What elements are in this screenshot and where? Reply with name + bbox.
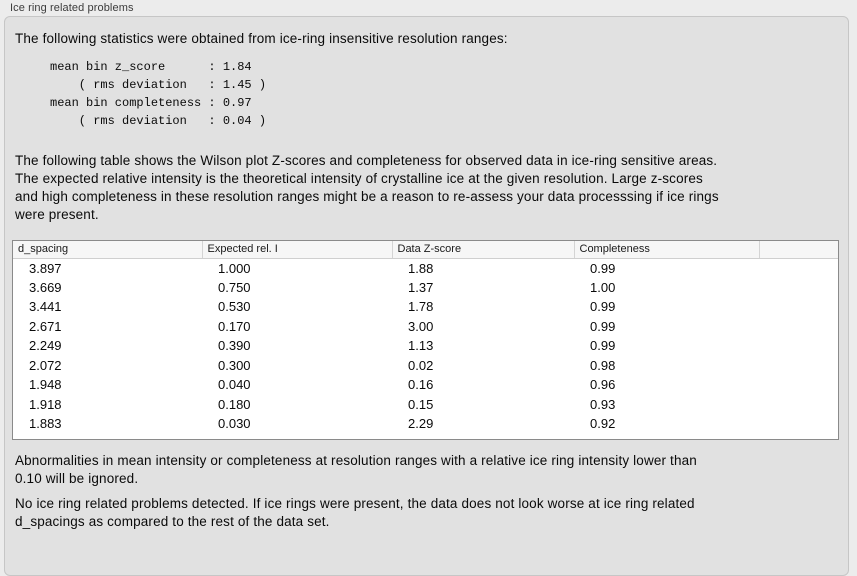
table-cell bbox=[759, 414, 838, 434]
table-row[interactable]: 1.918 0.180 0.15 0.93 bbox=[13, 395, 838, 415]
table-cell: 0.99 bbox=[590, 338, 616, 354]
table-row[interactable]: 2.671 0.170 3.00 0.99 bbox=[13, 317, 838, 337]
table-cell: 0.030 bbox=[218, 416, 251, 432]
table-row[interactable]: 1.948 0.040 0.16 0.96 bbox=[13, 375, 838, 395]
table-cell bbox=[759, 375, 838, 395]
table-cell: 0.99 bbox=[590, 260, 616, 276]
panel-title: Ice ring related problems bbox=[10, 2, 134, 14]
table-cell: 0.390 bbox=[218, 338, 251, 354]
table-cell: 0.040 bbox=[218, 377, 251, 393]
table-cell: 0.99 bbox=[590, 299, 616, 315]
table-cell: 0.98 bbox=[590, 357, 616, 373]
table-cell: 0.93 bbox=[590, 396, 616, 412]
table-cell: 0.16 bbox=[408, 377, 434, 393]
conclusion-text: No ice ring related problems detected. I… bbox=[15, 495, 695, 529]
table-cell: 0.170 bbox=[218, 318, 251, 334]
table-cell: 0.750 bbox=[218, 279, 251, 295]
intro-text: The following statistics were obtained f… bbox=[15, 31, 508, 46]
table-cell: 1.78 bbox=[408, 299, 434, 315]
table-cell: 0.99 bbox=[590, 318, 616, 334]
table-row[interactable]: 2.072 0.300 0.02 0.98 bbox=[13, 356, 838, 376]
table-cell: 1.000 bbox=[218, 260, 251, 276]
table-header-row: d_spacing Expected rel. I Data Z-score C… bbox=[13, 241, 838, 259]
table-cell bbox=[759, 336, 838, 356]
table-cell: 3.441 bbox=[29, 299, 62, 315]
table-cell: 2.29 bbox=[408, 416, 434, 432]
table-cell bbox=[759, 278, 838, 298]
table-cell: 0.96 bbox=[590, 377, 616, 393]
table-body: 3.897 1.000 1.88 0.99 3.669 0.750 1.37 1.00 3.44… bbox=[13, 258, 838, 434]
stats-block: mean bin z_score : 1.84 ( rms deviation … bbox=[50, 60, 267, 128]
table-cell: 1.948 bbox=[29, 377, 62, 393]
table-row[interactable]: 3.669 0.750 1.37 1.00 bbox=[13, 278, 838, 298]
column-header-data-z-score[interactable]: Data Z-score bbox=[391, 241, 574, 259]
table-cell: 0.92 bbox=[590, 416, 616, 432]
column-header-empty bbox=[758, 241, 838, 259]
table-cell: 1.37 bbox=[408, 279, 434, 295]
table-cell: 3.897 bbox=[29, 260, 62, 276]
ignore-note-text: Abnormalities in mean intensity or compl… bbox=[15, 452, 697, 486]
ice-ring-panel: The following statistics were obtained f… bbox=[4, 16, 849, 576]
table-cell: 1.883 bbox=[29, 416, 62, 432]
table-row[interactable]: 3.441 0.530 1.78 0.99 bbox=[13, 297, 838, 317]
table-cell: 0.15 bbox=[408, 396, 434, 412]
table-row[interactable]: 3.897 1.000 1.88 0.99 bbox=[13, 258, 838, 278]
table-cell: 3.669 bbox=[29, 279, 62, 295]
table-cell: 0.300 bbox=[218, 357, 251, 373]
table-cell: 1.13 bbox=[408, 338, 434, 354]
table-cell: 1.88 bbox=[408, 260, 434, 276]
table-cell bbox=[759, 356, 838, 376]
table-cell bbox=[759, 395, 838, 415]
description-text: The following table shows the Wilson plo… bbox=[15, 153, 719, 222]
table-cell bbox=[759, 297, 838, 317]
table-row[interactable]: 2.249 0.390 1.13 0.99 bbox=[13, 336, 838, 356]
column-header-completeness[interactable]: Completeness bbox=[573, 241, 759, 259]
table-cell: 1.918 bbox=[29, 396, 62, 412]
table-cell: 2.249 bbox=[29, 338, 62, 354]
table-cell: 0.180 bbox=[218, 396, 251, 412]
column-header-expected-rel-i[interactable]: Expected rel. I bbox=[201, 241, 392, 259]
ice-ring-table: d_spacing Expected rel. I Data Z-score C… bbox=[12, 240, 839, 440]
table-cell: 2.072 bbox=[29, 357, 62, 373]
table-cell bbox=[759, 258, 838, 278]
table-row[interactable]: 1.883 0.030 2.29 0.92 bbox=[13, 414, 838, 434]
table-cell: 1.00 bbox=[590, 279, 616, 295]
table-cell: 2.671 bbox=[29, 318, 62, 334]
table-cell bbox=[759, 317, 838, 337]
ice-ring-table-grid: d_spacing Expected rel. I Data Z-score C… bbox=[13, 241, 838, 434]
table-cell: 0.530 bbox=[218, 299, 251, 315]
column-header-d-spacing[interactable]: d_spacing bbox=[13, 241, 202, 259]
table-cell: 3.00 bbox=[408, 318, 434, 334]
table-cell: 0.02 bbox=[408, 357, 434, 373]
